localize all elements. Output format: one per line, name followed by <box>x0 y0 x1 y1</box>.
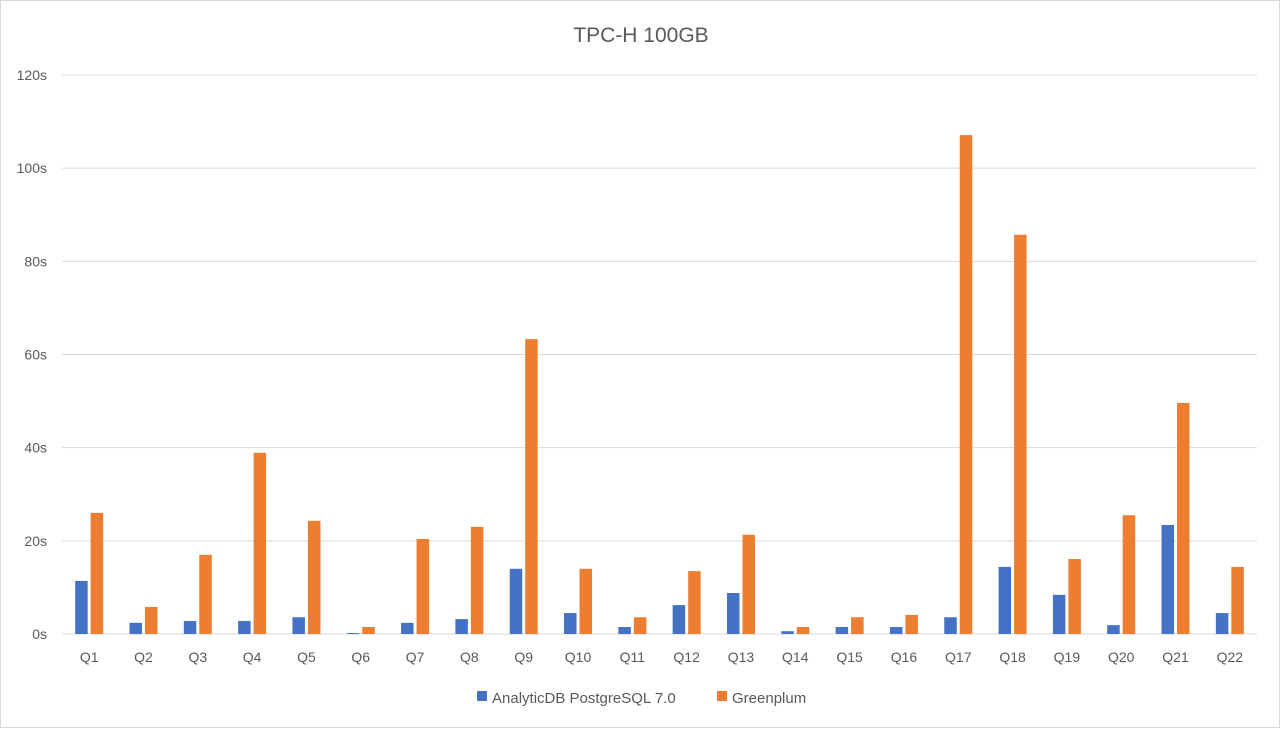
bar-q9-greenplum <box>525 339 538 634</box>
x-tick-label: Q8 <box>460 649 479 665</box>
x-tick-label: Q17 <box>945 649 972 665</box>
x-tick-label: Q9 <box>514 649 533 665</box>
bar-q21-greenplum <box>1177 402 1190 634</box>
x-tick-label: Q22 <box>1217 649 1244 665</box>
bar-q6-greenplum <box>362 627 375 634</box>
bar-q21-analyticdb <box>1161 524 1175 634</box>
bar-q10-greenplum <box>579 568 593 634</box>
x-tick-label: Q11 <box>620 649 646 665</box>
y-tick-label: 60s <box>24 347 47 363</box>
bar-q22-analyticdb <box>1215 613 1229 634</box>
x-tick-label: Q18 <box>999 649 1026 665</box>
bar-q3-greenplum <box>199 554 212 634</box>
bar-q12-analyticdb <box>672 605 686 634</box>
bar-q8-greenplum <box>470 526 484 634</box>
bar-q4-analyticdb <box>238 620 251 634</box>
y-tick-label: 0s <box>32 626 47 642</box>
y-tick-label: 100s <box>17 160 47 176</box>
bar-q9-analyticdb <box>509 568 523 634</box>
x-tick-label: Q3 <box>188 649 207 665</box>
x-tick-label: Q2 <box>134 649 153 665</box>
bar-q1-analyticdb <box>75 580 88 634</box>
x-tick-label: Q4 <box>243 649 262 665</box>
bar-q5-greenplum <box>307 520 321 634</box>
bar-q4-greenplum <box>253 452 267 634</box>
x-tick-label: Q20 <box>1108 649 1135 665</box>
bar-q15-analyticdb <box>835 627 849 634</box>
bar-q3-analyticdb <box>183 620 197 634</box>
bar-q1-greenplum <box>90 512 104 634</box>
bar-q6-analyticdb <box>346 633 360 634</box>
x-tick-label: Q7 <box>406 649 425 665</box>
bar-q16-greenplum <box>905 614 918 634</box>
bar-q15-greenplum <box>851 617 864 634</box>
bar-q14-analyticdb <box>781 631 794 634</box>
y-tick-label: 120s <box>17 67 47 83</box>
y-tick-label: 80s <box>24 253 47 269</box>
x-tick-label: Q5 <box>297 649 316 665</box>
x-tick-label: Q16 <box>891 649 918 665</box>
bar-q18-analyticdb <box>998 566 1012 634</box>
bar-q10-analyticdb <box>564 613 577 634</box>
bar-q20-greenplum <box>1122 515 1136 634</box>
x-tick-label: Q19 <box>1054 649 1081 665</box>
bar-q19-greenplum <box>1068 559 1081 634</box>
bar-q14-greenplum <box>796 627 810 634</box>
y-tick-label: 20s <box>24 533 47 549</box>
bar-q20-analyticdb <box>1107 625 1120 634</box>
x-tick-label: Q10 <box>565 649 592 665</box>
legend-label: AnalyticDB PostgreSQL 7.0 <box>492 690 676 707</box>
y-tick-label: 40s <box>24 440 47 456</box>
bar-q13-greenplum <box>742 534 755 634</box>
legend-label: Greenplum <box>732 690 806 707</box>
bar-q2-analyticdb <box>129 622 142 634</box>
x-tick-label: Q13 <box>728 649 755 665</box>
bar-q11-greenplum <box>633 617 647 634</box>
x-tick-label: Q14 <box>782 649 809 665</box>
x-tick-label: Q1 <box>80 649 99 665</box>
bar-q7-analyticdb <box>401 622 414 634</box>
x-tick-label: Q21 <box>1162 649 1189 665</box>
legend-swatch <box>717 691 727 701</box>
bar-q8-analyticdb <box>455 619 468 634</box>
bar-q7-greenplum <box>416 538 430 634</box>
x-tick-label: Q12 <box>673 649 700 665</box>
bar-q19-analyticdb <box>1052 594 1066 634</box>
bar-q18-greenplum <box>1014 234 1027 635</box>
bar-q5-analyticdb <box>292 617 305 634</box>
bar-q16-analyticdb <box>889 627 903 634</box>
bar-q22-greenplum <box>1231 566 1244 634</box>
bar-q12-greenplum <box>688 571 701 634</box>
chart-title: TPC-H 100GB <box>573 24 708 47</box>
legend-swatch <box>477 691 487 701</box>
x-tick-label: Q15 <box>836 649 863 665</box>
bar-q2-greenplum <box>144 606 158 634</box>
bar-q17-analyticdb <box>944 617 957 634</box>
bar-q11-analyticdb <box>618 627 631 634</box>
bar-q17-greenplum <box>959 135 973 634</box>
bar-q13-analyticdb <box>726 593 740 634</box>
x-tick-label: Q6 <box>351 649 370 665</box>
